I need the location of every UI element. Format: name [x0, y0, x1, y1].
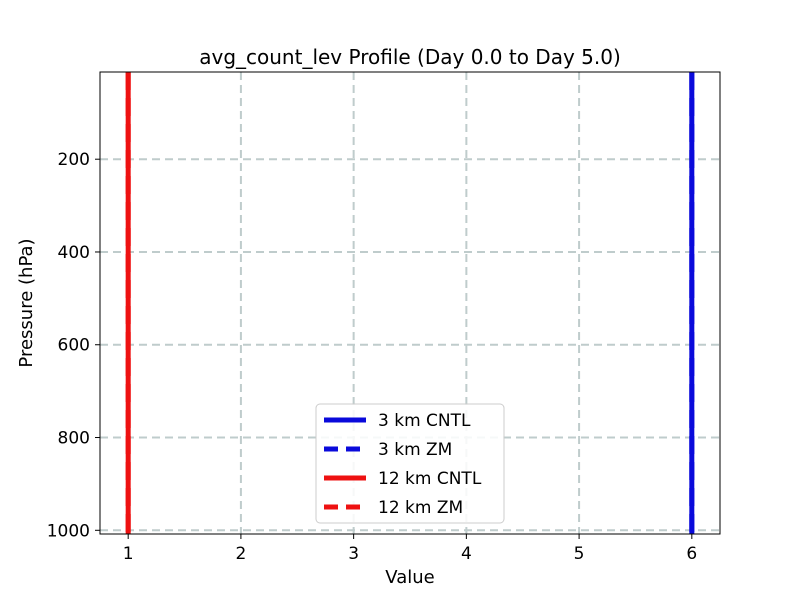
axes-frame: [99, 71, 721, 535]
legend: 3 km CNTL 3 km ZM 12 km CNTL 12 km ZM: [315, 403, 505, 524]
x-tick-label: 1: [123, 544, 134, 564]
y-tick-label: 200: [58, 150, 90, 170]
legend-label: 12 km CNTL: [378, 469, 482, 489]
x-axis-label: Value: [385, 567, 434, 588]
chart-title: avg_count_lev Profile (Day 0.0 to Day 5.…: [199, 45, 621, 69]
x-tick-label: 5: [574, 544, 585, 564]
y-tick-label: 1000: [47, 521, 90, 541]
y-tick-label: 600: [58, 336, 90, 356]
series-lines: [125, 72, 695, 534]
y-tick-label: 800: [58, 429, 90, 449]
x-tick-label: 6: [686, 544, 697, 564]
x-tick-label: 3: [348, 544, 359, 564]
y-axis-label: Pressure (hPa): [16, 238, 37, 367]
legend-label: 3 km CNTL: [378, 411, 471, 431]
ticks: 1 2 3 4 5 6 200 400 600 800 1000: [47, 150, 697, 564]
x-tick-label: 2: [235, 544, 246, 564]
legend-label: 3 km ZM: [378, 440, 452, 460]
legend-label: 12 km ZM: [378, 498, 463, 518]
y-tick-label: 400: [58, 243, 90, 263]
x-tick-label: 4: [461, 544, 472, 564]
legend-box: [315, 403, 505, 524]
